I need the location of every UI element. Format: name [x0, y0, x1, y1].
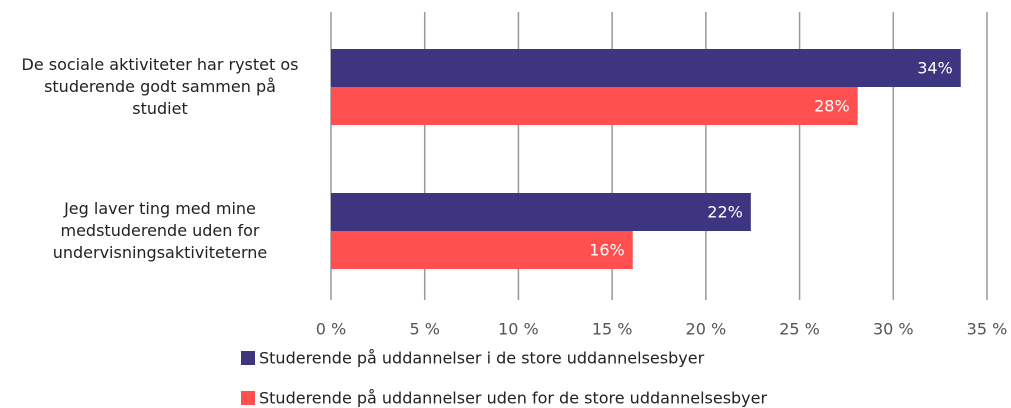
data-label: 28% [814, 97, 850, 116]
data-label: 34% [917, 59, 953, 78]
bar [331, 87, 858, 125]
x-tick-label: 35 % [967, 320, 1008, 339]
legend-label: Studerende på uddannelser i de store udd… [259, 349, 705, 368]
x-tick-label: 0 % [316, 320, 346, 339]
x-tick-label: 25 % [779, 320, 820, 339]
data-label: 16% [589, 241, 625, 260]
x-tick-label: 10 % [498, 320, 539, 339]
legend-swatch [241, 391, 255, 405]
x-tick-label: 15 % [592, 320, 633, 339]
data-label: 22% [707, 203, 743, 222]
y-tick-label: Jeg laver ting med mine medstuderende ud… [52, 199, 268, 262]
y-tick-label: De sociale aktiviteter har rystet os stu… [21, 55, 299, 118]
x-tick-label: 30 % [873, 320, 914, 339]
bar [331, 231, 633, 269]
bar [331, 49, 961, 87]
bar [331, 193, 751, 231]
legend-label: Studerende på uddannelser uden for de st… [259, 389, 767, 408]
x-tick-label: 20 % [686, 320, 727, 339]
x-tick-label: 5 % [409, 320, 439, 339]
legend-swatch [241, 351, 255, 365]
